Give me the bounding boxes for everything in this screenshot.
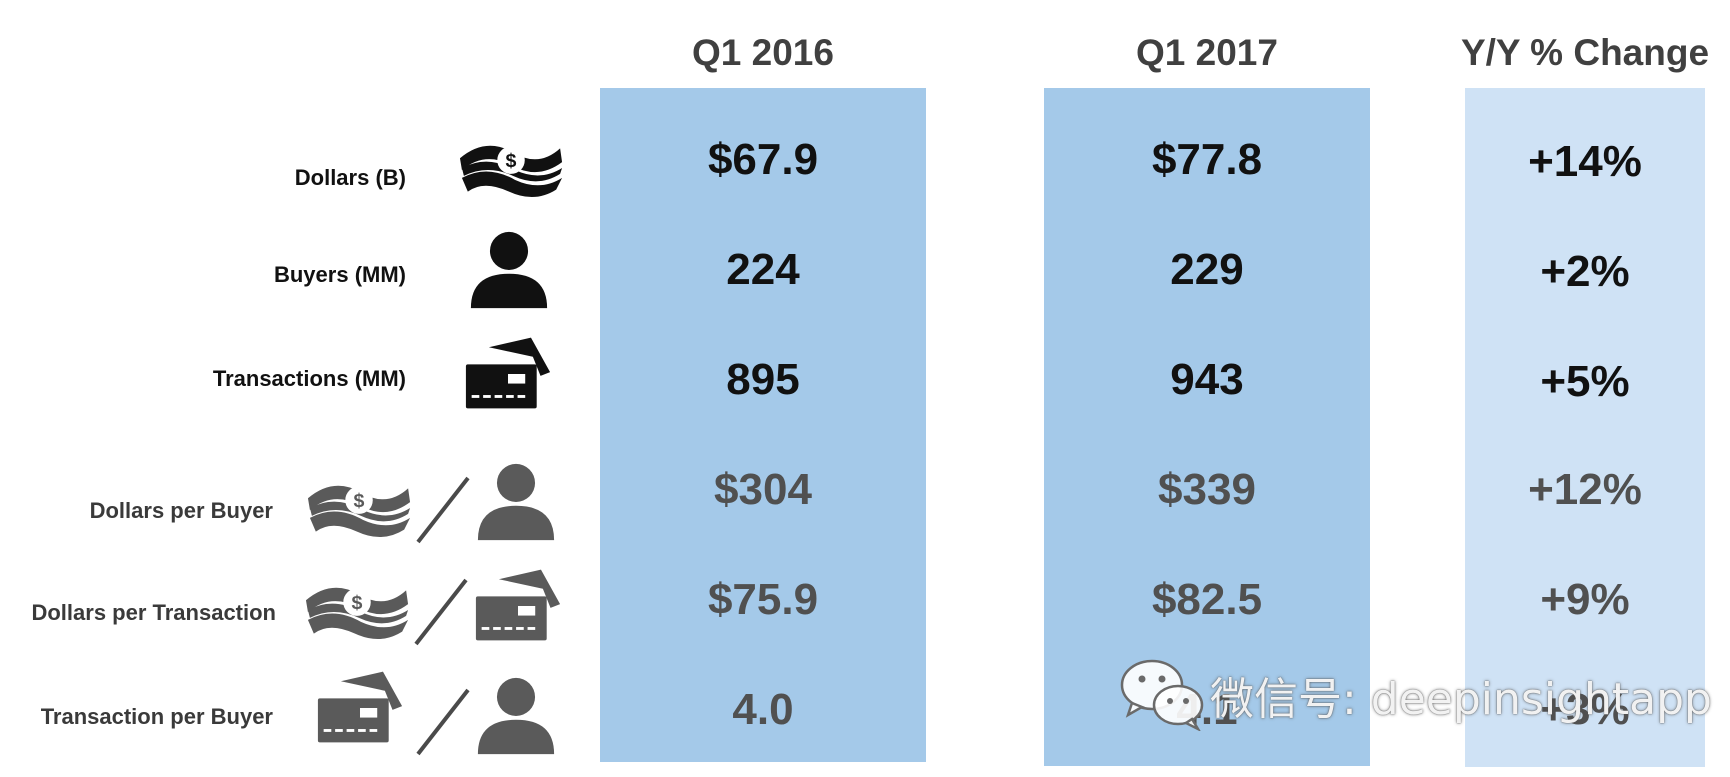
divide-slash — [416, 688, 470, 756]
credit-card-icon — [464, 336, 552, 412]
money-icon — [458, 134, 566, 206]
value-dollars-per-buyer-2016: $304 — [714, 465, 812, 514]
yoy-column-bg — [1465, 88, 1705, 767]
column-header-yoy-change: Y/Y % Change — [1460, 32, 1710, 73]
value-dollars-per-transaction-2016: $75.9 — [707, 575, 819, 624]
value-dollars-per-transaction-yoy: +9% — [1540, 575, 1630, 624]
row-label-dollars: Dollars (B) — [294, 165, 406, 190]
money-icon — [304, 576, 412, 648]
row-label-buyers: Buyers (MM) — [273, 262, 406, 287]
q1-2017-column-bg — [1044, 88, 1370, 766]
divide-slash — [416, 476, 470, 544]
value-dollars-2017: $77.8 — [1151, 135, 1263, 184]
value-dollars-2016: $67.9 — [707, 135, 819, 184]
value-buyers-2017: 229 — [1170, 245, 1244, 294]
column-header-q1-2016: Q1 2016 — [692, 32, 834, 73]
value-transaction-per-buyer-yoy: +3% — [1540, 685, 1630, 734]
person-icon — [474, 462, 558, 542]
person-icon — [467, 230, 551, 310]
value-transactions-2017: 943 — [1170, 355, 1244, 404]
credit-card-icon — [316, 670, 404, 746]
value-dollars-per-transaction-2017: $82.5 — [1151, 575, 1263, 624]
row-label-transaction-per-buyer: Transaction per Buyer — [40, 704, 273, 729]
person-icon — [474, 676, 558, 756]
value-dollars-yoy: +14% — [1528, 137, 1642, 186]
divide-slash — [414, 578, 468, 646]
row-label-transactions: Transactions (MM) — [212, 366, 406, 391]
q1-2016-column-bg — [600, 88, 926, 762]
money-icon — [306, 474, 414, 546]
value-transactions-yoy: +5% — [1540, 357, 1630, 406]
watermark-text: 微信号: deepinsightapp — [1210, 674, 1712, 725]
column-header-q1-2017: Q1 2017 — [1136, 32, 1278, 73]
row-label-dollars-per-buyer: Dollars per Buyer — [89, 498, 273, 523]
value-transactions-2016: 895 — [726, 355, 800, 404]
value-transaction-per-buyer-2016: 4.0 — [732, 685, 794, 734]
watermark: 微信号: deepinsightapp — [1118, 655, 1712, 735]
wechat-icon — [1120, 659, 1204, 731]
row-label-dollars-per-transaction: Dollars per Transaction — [31, 600, 276, 625]
credit-card-icon — [474, 568, 562, 644]
value-buyers-yoy: +2% — [1540, 247, 1630, 296]
value-dollars-per-buyer-2017: $339 — [1158, 465, 1256, 514]
value-buyers-2016: 224 — [726, 245, 800, 294]
value-dollars-per-buyer-yoy: +12% — [1528, 465, 1642, 514]
